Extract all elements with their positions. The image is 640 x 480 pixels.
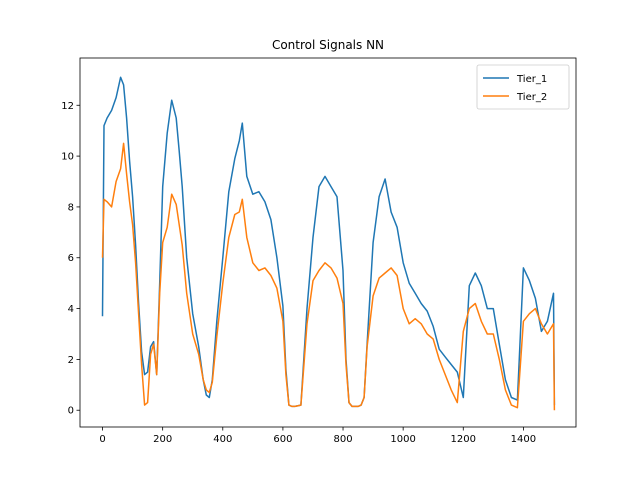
- y-tick-label: 2: [68, 355, 74, 366]
- x-axis-ticks: 0 200 400 600 800 1000 1200 1400: [99, 427, 536, 445]
- y-tick-label: 8: [68, 202, 74, 213]
- x-tick-label: 0: [99, 434, 105, 445]
- y-tick-label: 0: [68, 406, 74, 417]
- y-axis-ticks: 0 2 4 6 8 10 12: [61, 101, 80, 417]
- legend-box: [476, 64, 570, 110]
- x-tick-label: 1000: [390, 434, 415, 445]
- plot-area: 0 200 400 600 800 1000 1200 1400 0 2 4 6 8 10 12: [61, 57, 577, 445]
- legend-label: Tier_1: [516, 74, 547, 85]
- x-tick-label: 1200: [451, 434, 476, 445]
- x-tick-label: 200: [153, 434, 172, 445]
- x-tick-label: 1400: [511, 434, 536, 445]
- series-line-tier-2: [101, 142, 556, 411]
- y-tick-label: 6: [68, 253, 74, 264]
- y-tick-label: 12: [61, 101, 74, 112]
- chart-title: Control Signals NN: [272, 38, 384, 52]
- legend: Tier_1 Tier_2: [476, 64, 570, 110]
- series-layer: [101, 76, 556, 411]
- x-tick-label: 400: [213, 434, 232, 445]
- legend-label: Tier_2: [516, 92, 547, 103]
- y-tick-label: 10: [61, 152, 74, 163]
- x-tick-label: 800: [333, 434, 352, 445]
- x-tick-label: 600: [273, 434, 292, 445]
- axes-frame: [79, 57, 577, 428]
- y-tick-label: 4: [68, 304, 74, 315]
